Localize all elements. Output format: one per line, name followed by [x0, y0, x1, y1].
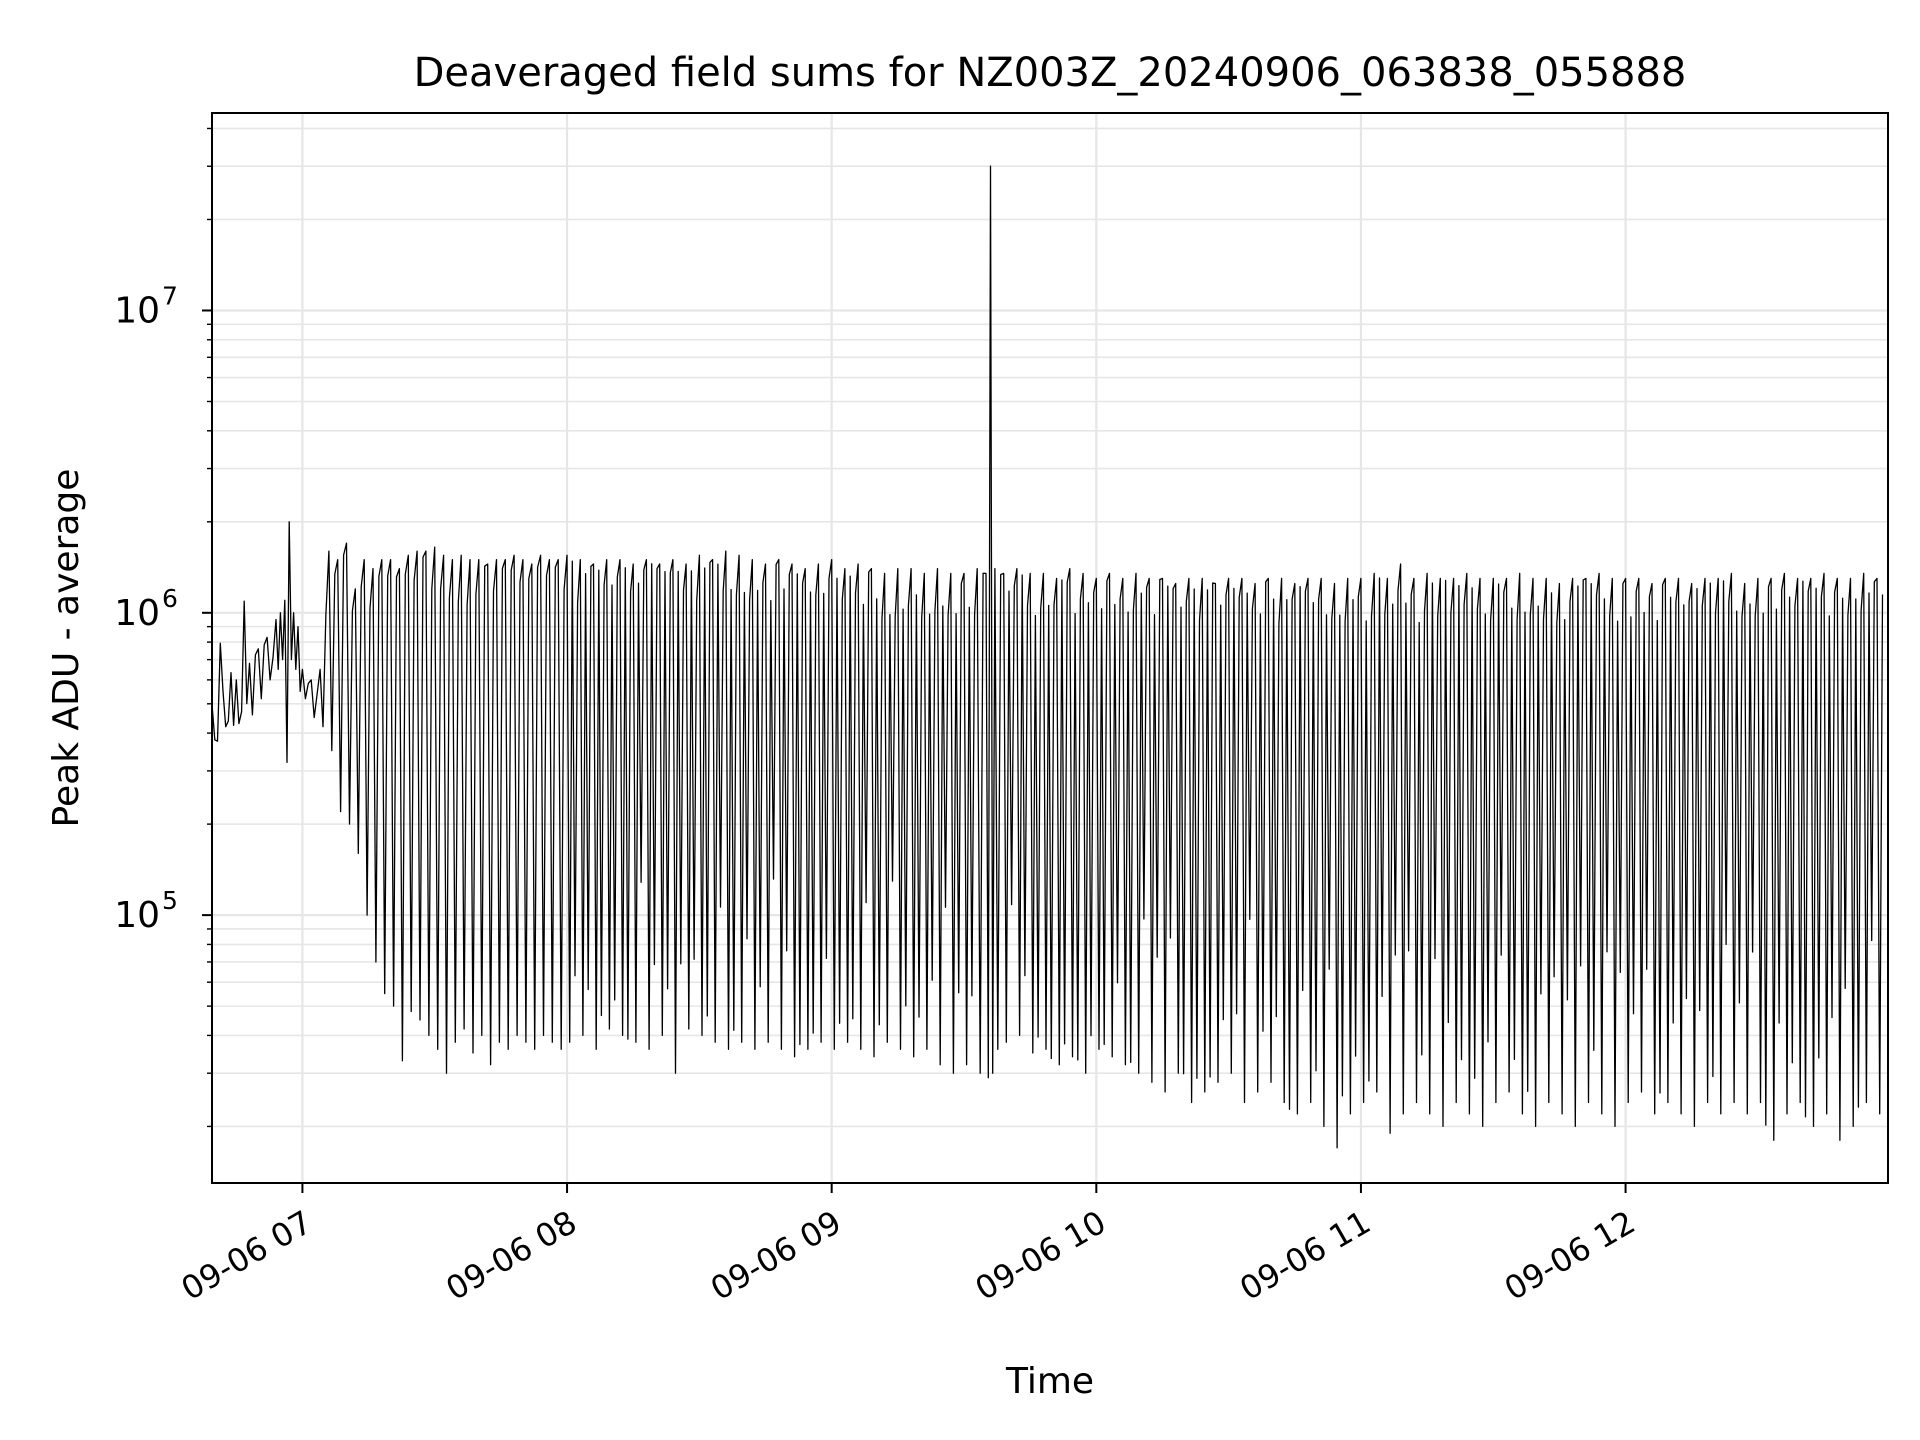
y-tick-label-exponent: 5: [162, 886, 178, 915]
y-tick-label: 10: [114, 895, 160, 936]
y-tick-label-exponent: 6: [162, 584, 178, 613]
grid-layer: [212, 113, 1888, 1183]
x-tick-label: 09-06 07: [175, 1203, 319, 1308]
x-tick-label: 09-06 08: [439, 1203, 583, 1308]
x-tick-label: 09-06 10: [969, 1203, 1113, 1308]
y-tick-label: 10: [114, 593, 160, 634]
data-layer: [211, 165, 1884, 1149]
x-tick-label: 09-06 12: [1498, 1203, 1642, 1308]
chart-title: Deaveraged field sums for NZ003Z_2024090…: [414, 50, 1687, 96]
y-tick-label-exponent: 7: [162, 281, 178, 310]
y-axis-label: Peak ADU - average: [46, 469, 87, 828]
plot-frame: [211, 112, 1889, 1184]
x-tick-label: 09-06 09: [704, 1203, 848, 1308]
x-axis-label: Time: [1005, 1361, 1094, 1402]
y-tick-label: 10: [114, 290, 160, 331]
series-line-0: [211, 165, 1884, 1149]
x-tick-label: 09-06 11: [1233, 1203, 1377, 1308]
